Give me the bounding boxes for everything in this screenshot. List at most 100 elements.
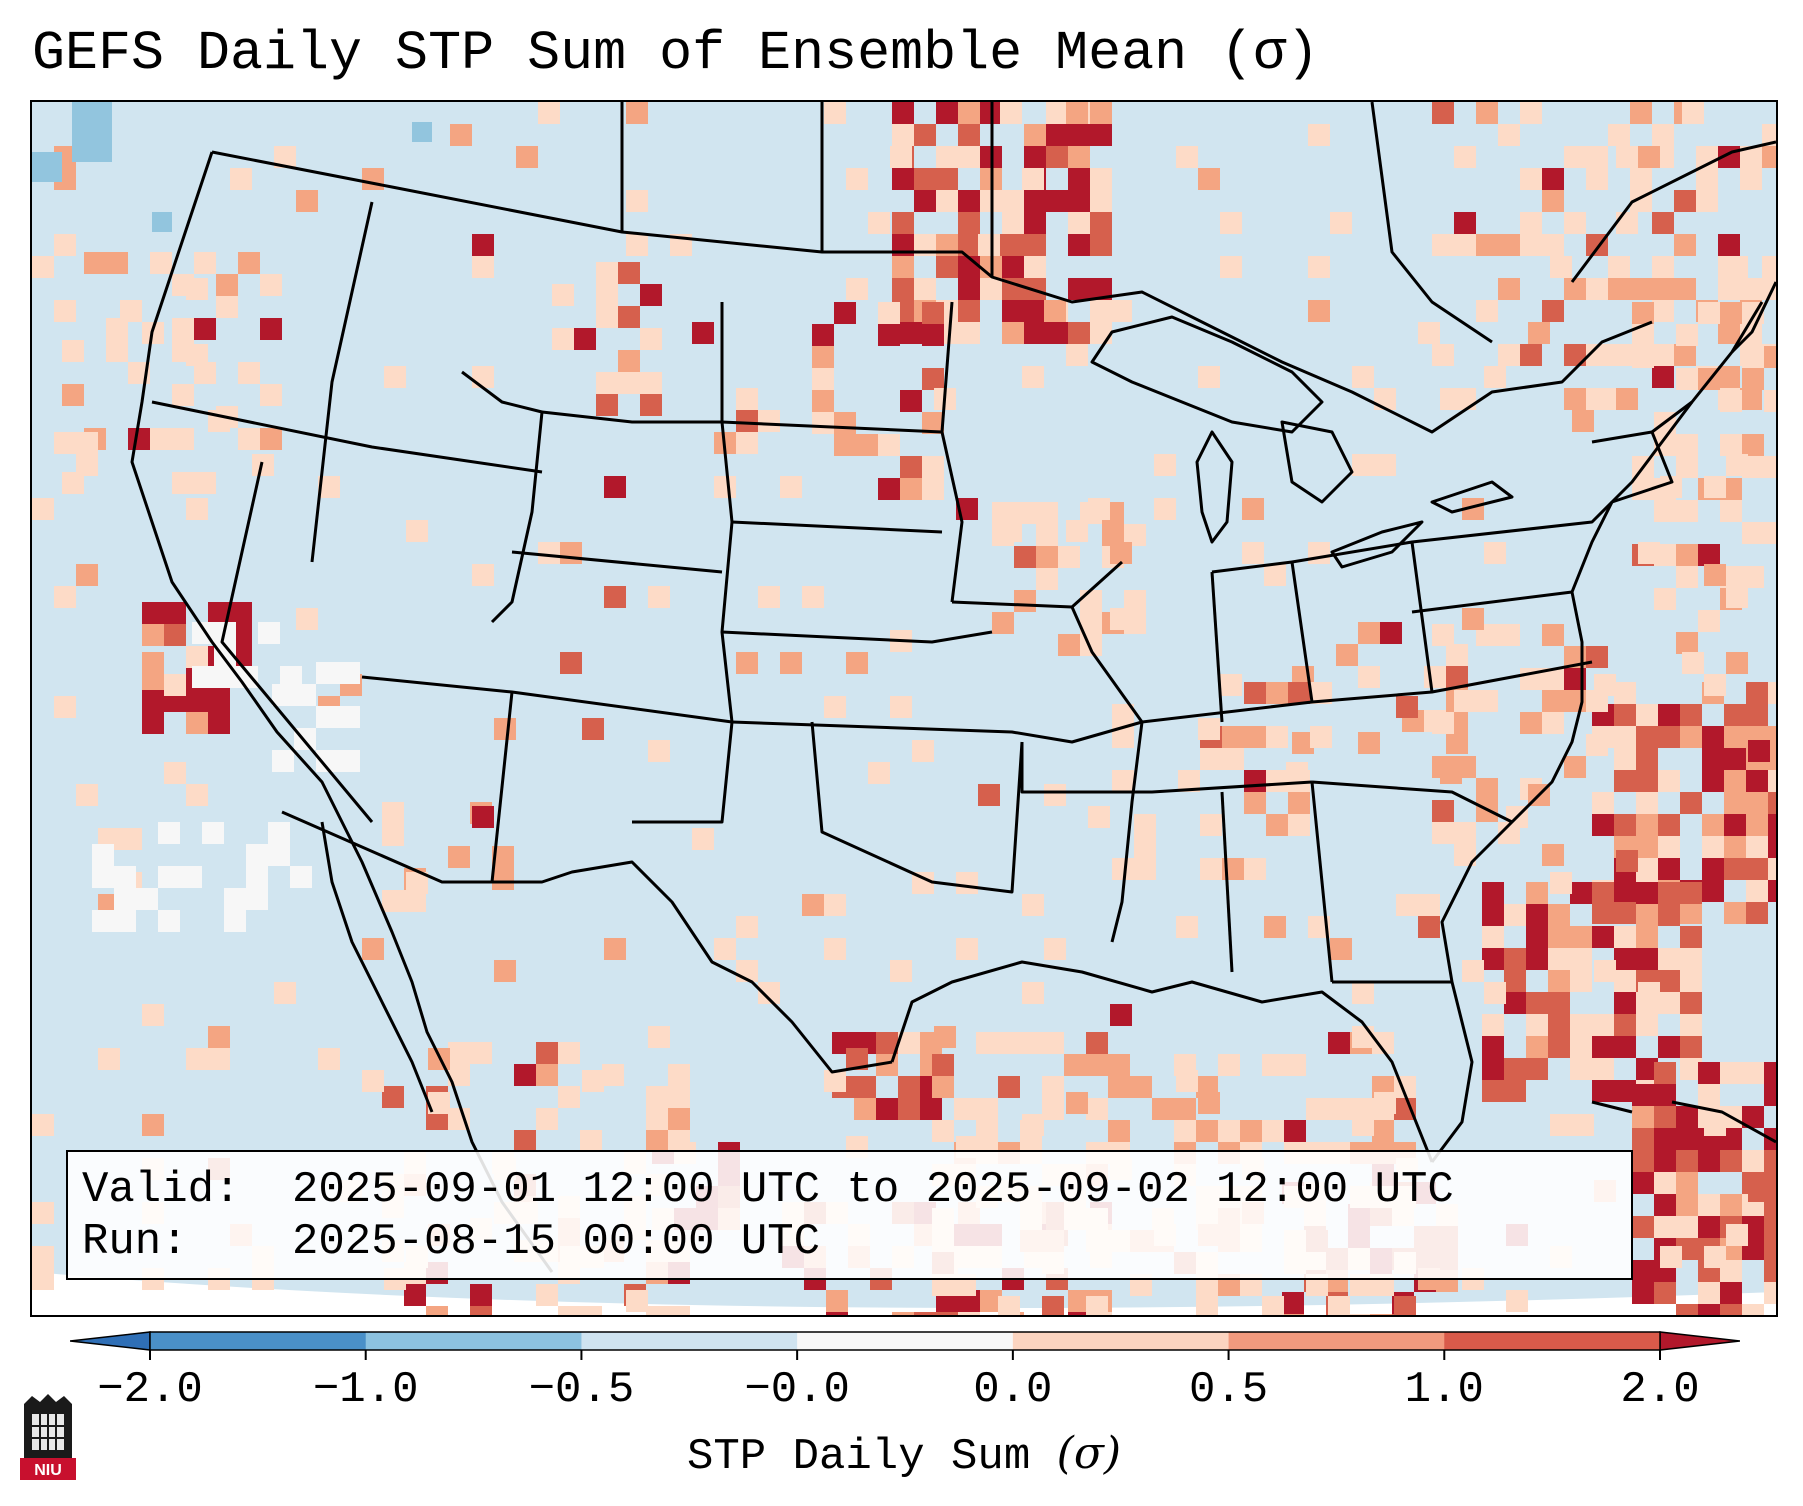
anomaly-cell <box>646 1086 668 1108</box>
anomaly-cell <box>824 696 846 718</box>
anomaly-cell <box>1112 726 1134 748</box>
anomaly-cell <box>1652 256 1674 278</box>
anomaly-cell <box>1630 102 1652 124</box>
anomaly-cell <box>1676 1194 1698 1216</box>
anomaly-cell <box>1764 1150 1776 1172</box>
gulf-coastline <box>890 960 1434 1163</box>
anomaly-cell <box>1742 368 1764 390</box>
anomaly-cell <box>1200 748 1222 770</box>
anomaly-cell <box>194 318 216 340</box>
anomaly-cell <box>1484 542 1506 564</box>
anomaly-cell <box>514 1130 536 1152</box>
anomaly-cell <box>1266 682 1288 704</box>
anomaly-cell <box>516 146 538 168</box>
anomaly-cell <box>668 1064 690 1086</box>
anomaly-cell <box>1542 690 1564 712</box>
anomaly-cell <box>54 300 76 322</box>
anomaly-cell <box>1696 190 1718 212</box>
anomaly-cell <box>1680 792 1702 814</box>
anomaly-cell <box>1454 844 1476 866</box>
anomaly-cell <box>1282 1292 1304 1314</box>
colorbar-segment <box>365 1332 582 1350</box>
province-line <box>1370 102 1493 344</box>
anomaly-cell <box>1330 212 1352 234</box>
anomaly-cell <box>1614 970 1636 992</box>
anomaly-cell <box>1654 1062 1676 1084</box>
colorbar-tick-label: 2.0 <box>1620 1365 1700 1415</box>
anomaly-cell <box>1374 1092 1396 1114</box>
anomaly-cell <box>1068 212 1090 234</box>
anomaly-cell <box>296 190 318 212</box>
anomaly-cell <box>1482 1036 1504 1058</box>
anomaly-cell <box>978 234 1000 256</box>
anomaly-cell <box>668 1130 690 1152</box>
anomaly-cell <box>1726 256 1748 278</box>
anomaly-cell <box>824 938 846 960</box>
colorbar-segment <box>797 1332 1014 1350</box>
colorbar-tick-label: −2.0 <box>97 1365 203 1415</box>
anomaly-cell <box>290 866 312 888</box>
anomaly-cell <box>1036 568 1058 590</box>
anomaly-cell <box>1764 1260 1776 1282</box>
anomaly-cell <box>1198 1092 1220 1114</box>
anomaly-cell <box>1284 1054 1306 1076</box>
anomaly-cell <box>1068 190 1090 212</box>
anomaly-cell <box>1358 666 1380 688</box>
anomaly-cell <box>1548 1036 1570 1058</box>
anomaly-cell <box>640 328 662 350</box>
anomaly-cell <box>1022 366 1044 388</box>
anomaly-cell <box>1090 190 1112 212</box>
anomaly-cell <box>1704 674 1726 696</box>
anomaly-cell <box>1742 346 1764 368</box>
anomaly-cell <box>604 476 626 498</box>
anomaly-cell <box>1632 324 1654 346</box>
anomaly-cell <box>1504 992 1526 1014</box>
anomaly-cell <box>1674 278 1696 300</box>
anomaly-cell <box>98 1048 120 1070</box>
anomaly-cell <box>1134 836 1156 858</box>
anomaly-cell <box>1482 926 1504 948</box>
anomaly-cell <box>1198 718 1220 740</box>
anomaly-cell <box>1764 522 1776 544</box>
anomaly-cell <box>1654 1216 1676 1238</box>
us-canada-border <box>211 150 1653 434</box>
anomaly-cell <box>1090 278 1112 300</box>
anomaly-cell <box>1222 748 1244 770</box>
anomaly-cell <box>1174 1098 1196 1120</box>
anomaly-cell <box>1740 146 1762 168</box>
anomaly-cell <box>922 368 944 390</box>
anomaly-cell <box>1632 1216 1654 1238</box>
anomaly-cell <box>1476 102 1498 124</box>
anomaly-cell <box>1654 1084 1676 1106</box>
anomaly-cell <box>1036 502 1058 524</box>
anomaly-cell <box>890 696 912 718</box>
anomaly-cell <box>1374 388 1396 410</box>
anomaly-cell <box>802 586 824 608</box>
anomaly-cell <box>1086 1296 1108 1315</box>
anomaly-cell <box>1110 608 1132 630</box>
anomaly-cell <box>1542 234 1564 256</box>
anomaly-cell <box>1462 608 1484 630</box>
anomaly-cell <box>1432 624 1454 646</box>
anomaly-cell <box>1134 858 1156 880</box>
anomaly-cell <box>1614 1014 1636 1036</box>
anomaly-cell <box>1482 1058 1504 1080</box>
anomaly-cell <box>1292 732 1314 754</box>
colorbar-segments <box>70 1331 1740 1351</box>
anomaly-cell <box>892 212 914 234</box>
anomaly-cell <box>1548 992 1570 1014</box>
anomaly-cell <box>76 784 98 806</box>
anomaly-cell <box>260 318 282 340</box>
anomaly-cell <box>1720 434 1742 456</box>
anomaly-cell <box>1592 1036 1614 1058</box>
anomaly-cell <box>1022 1114 1044 1136</box>
anomaly-cell <box>1724 748 1746 770</box>
anomaly-cell <box>1680 902 1702 924</box>
anomaly-cell <box>1652 212 1674 234</box>
anomaly-cell <box>1352 454 1374 476</box>
anomaly-cell <box>1152 1098 1174 1120</box>
anomaly-cell <box>114 866 136 888</box>
anomaly-cell <box>1218 1054 1240 1076</box>
anomaly-cell <box>448 1042 470 1064</box>
state-line <box>1310 781 1334 983</box>
